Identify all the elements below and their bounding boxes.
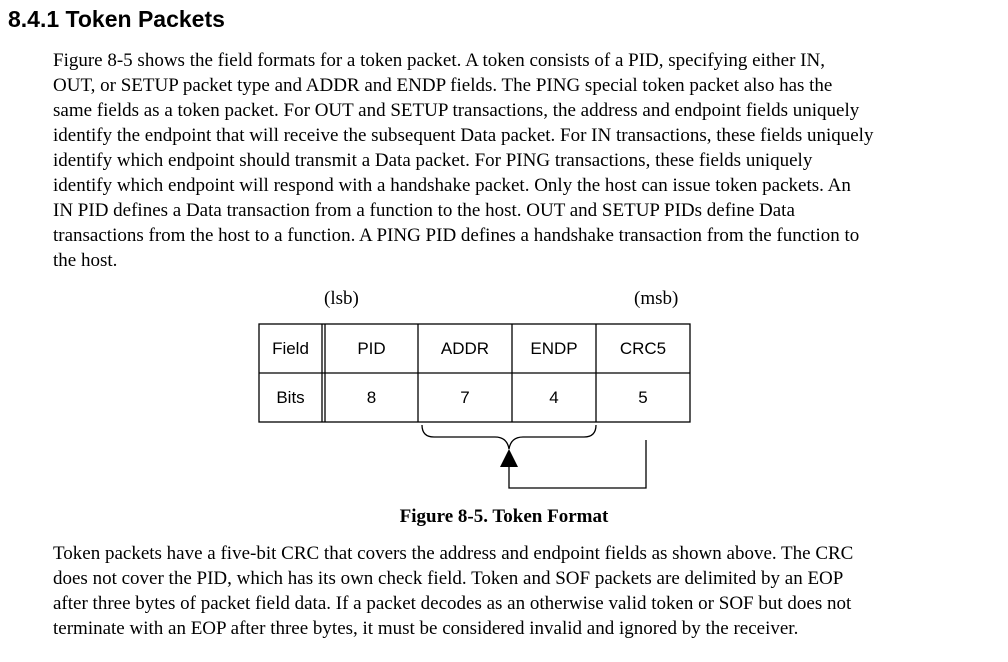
row-header-bits: Bits — [276, 387, 305, 407]
paragraph-line: same fields as a token packet. For OUT a… — [53, 100, 860, 121]
paragraph-line: identify which endpoint will respond wit… — [53, 175, 851, 196]
crc-connector-line — [508, 440, 647, 489]
field-cell-endp: ENDP — [530, 338, 578, 358]
field-cell-pid: PID — [357, 338, 386, 358]
row-header-field: Field — [272, 338, 309, 358]
lsb-label: (lsb) — [324, 288, 359, 309]
paragraph-line: identify which endpoint should transmit … — [53, 150, 813, 171]
bits-cell-pid: 8 — [366, 387, 377, 407]
paragraph-line: after three bytes of packet field data. … — [53, 593, 852, 614]
paragraph-line: terminate with an EOP after three bytes,… — [53, 618, 799, 639]
field-cell-crc5: CRC5 — [619, 338, 667, 358]
paragraph-line: Token packets have a five-bit CRC that c… — [53, 543, 854, 564]
crc-paragraph: Token packets have a five-bit CRC that c… — [53, 541, 993, 641]
paragraph-line: the host. — [53, 250, 118, 271]
figure-caption: Figure 8-5. Token Format — [399, 506, 609, 527]
paragraph-line: transactions from the host to a function… — [53, 225, 860, 246]
paragraph-line: does not cover the PID, which has its ow… — [53, 568, 844, 589]
paragraph-line: Figure 8-5 shows the field formats for a… — [53, 50, 825, 71]
paragraph-line: identify the endpoint that will receive … — [53, 125, 874, 146]
paragraph-line: OUT, or SETUP packet type and ADDR and E… — [53, 75, 833, 96]
arrow-up-icon — [500, 449, 518, 467]
field-cell-addr: ADDR — [440, 338, 490, 358]
paragraph-line: IN PID defines a Data transaction from a… — [53, 200, 795, 221]
msb-label: (msb) — [634, 288, 679, 309]
bits-cell-crc5: 5 — [638, 387, 648, 407]
crc-coverage-brace — [421, 424, 597, 450]
bits-cell-addr: 7 — [460, 387, 470, 407]
intro-paragraph: Figure 8-5 shows the field formats for a… — [53, 48, 993, 273]
section-heading: 8.4.1 Token Packets — [8, 6, 225, 32]
bits-cell-endp: 4 — [549, 387, 559, 407]
